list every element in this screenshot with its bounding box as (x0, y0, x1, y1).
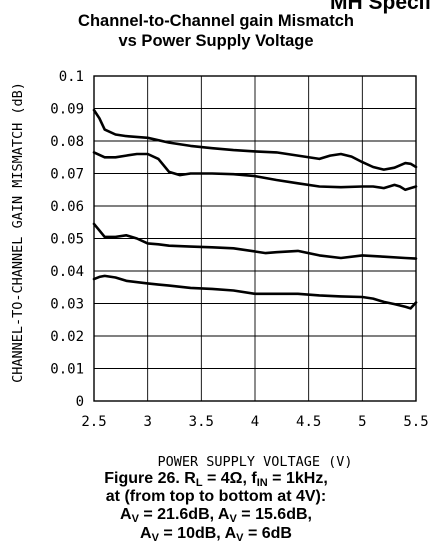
y-tick-5: 0.05 (50, 232, 84, 248)
y-tick-6: 0.06 (50, 199, 84, 215)
y-tick-4: 0.04 (50, 264, 84, 280)
y-tick-1: 0.01 (50, 362, 84, 378)
x-tick-0: 2.5 (81, 414, 106, 430)
plot-frame (93, 75, 417, 402)
x-tick-3: 4 (251, 414, 259, 430)
series-line-0 (92, 108, 418, 171)
series-line-1 (92, 151, 418, 192)
x-tick-1: 3 (143, 414, 151, 430)
x-tick-labels: 2.5 3 3.5 4 4.5 5 5.5 (81, 414, 428, 430)
x-axis-label: POWER SUPPLY VOLTAGE (V) (157, 454, 352, 470)
y-tick-9: 0.09 (50, 102, 84, 118)
x-tick-5: 5 (358, 414, 366, 430)
caption-line1: Figure 26. RL = 4Ω, fIN = 1kHz, (104, 470, 328, 489)
chart-title-line1: Channel-to-Channel gain Mismatch (78, 12, 354, 30)
caption-line3: AV = 21.6dB, AV = 15.6dB, (120, 506, 312, 525)
chart-title-line2: vs Power Supply Voltage (118, 32, 314, 50)
y-tick-8: 0.08 (50, 134, 84, 150)
y-tick-7: 0.07 (50, 167, 84, 183)
y-tick-labels: 0 0.01 0.02 0.03 0.04 0.05 0.06 0.07 0.08 0.09 0.1 (50, 69, 84, 410)
x-tick-2: 3.5 (189, 414, 214, 430)
caption-line4: AV = 10dB, AV = 6dB (140, 525, 292, 544)
y-tick-10: 0.1 (59, 69, 84, 85)
x-tick-4: 4.5 (296, 414, 321, 430)
chart: 2.5 3 3.5 4 4.5 5 5.5 0 0.01 0.02 0.03 0.04 0.05 0.0… (10, 69, 429, 470)
caption-line2: at (from top to bottom at 4V): (105, 488, 327, 505)
y-axis-label: CHANNEL-TO-CHANNEL GAIN MISMATCH (dB) (10, 82, 26, 383)
y-tick-2: 0.02 (50, 329, 84, 345)
x-tick-6: 5.5 (403, 414, 428, 430)
y-tick-3: 0.03 (50, 297, 84, 313)
header-fragment: MH Specific (330, 0, 432, 14)
series-group (92, 108, 418, 310)
grid (93, 75, 417, 402)
series-line-3 (92, 274, 418, 310)
series-line-2 (92, 222, 418, 260)
y-tick-0: 0 (76, 394, 84, 410)
